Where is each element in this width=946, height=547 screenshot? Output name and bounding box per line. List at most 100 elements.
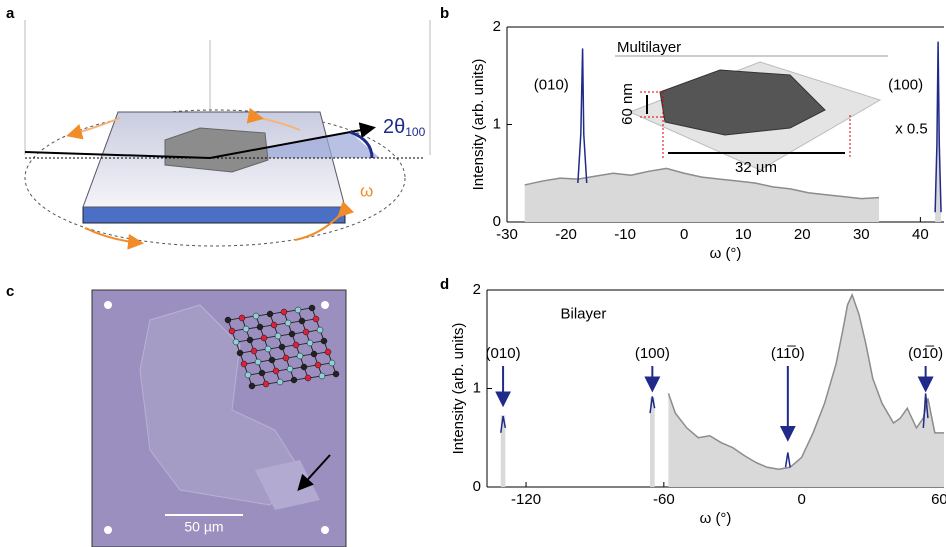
- lattice-atom: [250, 347, 258, 355]
- lattice-atom: [282, 354, 290, 362]
- area: [668, 294, 944, 487]
- annotation: (01̅0): [908, 345, 943, 362]
- x-tick-label: 20: [794, 226, 811, 243]
- annotation: (010): [486, 345, 521, 362]
- panel-label: a: [6, 5, 15, 22]
- x-tick-label: 0: [680, 226, 688, 243]
- lattice-atom: [308, 304, 316, 312]
- lattice-atom: [274, 332, 282, 340]
- lattice-atom: [328, 359, 336, 367]
- x-tick-label: -20: [555, 226, 577, 243]
- angle-subscript: 100: [405, 125, 425, 139]
- x-axis-label: ω (°): [710, 245, 742, 262]
- lattice-atom: [292, 341, 300, 349]
- line: [934, 41, 942, 213]
- rotation-label: ω: [360, 181, 373, 200]
- x-tick-label: 60: [931, 491, 946, 508]
- line: [577, 48, 588, 184]
- lattice-atom: [320, 337, 328, 345]
- lattice-atom: [270, 321, 278, 329]
- lattice-atom: [246, 336, 254, 344]
- afm-inset: [615, 55, 888, 171]
- annotation: (11̅0): [771, 345, 805, 362]
- line: [500, 415, 507, 433]
- lattice-atom: [236, 349, 244, 357]
- lattice-atom: [264, 345, 272, 353]
- lattice-atom: [300, 363, 308, 371]
- lattice-atom: [298, 317, 306, 325]
- scale-bar-label: 50 µm: [184, 519, 223, 535]
- lattice-atom: [252, 312, 260, 320]
- line: [922, 393, 929, 428]
- x-tick-label: 30: [853, 226, 870, 243]
- lattice-atom: [312, 315, 320, 323]
- lattice-atom: [304, 374, 312, 382]
- micrograph: [91, 289, 347, 547]
- x-tick-label: -30: [496, 226, 518, 243]
- lattice-atom: [248, 382, 256, 390]
- lattice-atom: [228, 327, 236, 335]
- lattice-atom: [238, 314, 246, 322]
- lattice-atom: [254, 358, 262, 366]
- inset-height: 60 nm: [619, 83, 636, 125]
- angle-symbol: 2θ: [383, 116, 405, 138]
- area: [524, 168, 880, 222]
- lattice-atom: [260, 334, 268, 342]
- lattice-atom: [266, 310, 274, 318]
- lattice-atom: [232, 338, 240, 346]
- x-tick-label: 0: [797, 491, 805, 508]
- lattice-atom: [242, 325, 250, 333]
- y-tick-label: 0: [493, 213, 501, 230]
- lattice-atom: [324, 348, 332, 356]
- inset-title: Multilayer: [617, 39, 681, 56]
- lattice-atom: [268, 356, 276, 364]
- lattice-atom: [284, 319, 292, 327]
- lattice-atom: [318, 372, 326, 380]
- y-tick-label: 2: [493, 18, 501, 35]
- lattice-atom: [278, 343, 286, 351]
- lattice-atom: [314, 361, 322, 369]
- x-tick-label: 40: [912, 226, 929, 243]
- line: [649, 396, 656, 414]
- x-tick-label: -120: [511, 491, 541, 508]
- lattice-atom: [290, 376, 298, 384]
- lattice-atom: [256, 323, 264, 331]
- annotation: (100): [635, 345, 670, 362]
- y-tick-label: 1: [473, 379, 481, 396]
- annotation: Bilayer: [561, 306, 607, 323]
- y-tick-label: 0: [473, 478, 481, 495]
- lattice-atom: [262, 380, 270, 388]
- lattice-atom: [272, 367, 280, 375]
- y-axis-label: Intensity (arb. units): [470, 59, 487, 191]
- inset-width: 32 µm: [735, 159, 777, 176]
- lattice-atom: [258, 369, 266, 377]
- annotation: (100): [888, 76, 923, 93]
- y-axis-label: Intensity (arb. units): [450, 323, 467, 455]
- angle-label: 2θ100: [383, 116, 426, 139]
- line: [667, 292, 944, 471]
- lattice-atom: [288, 330, 296, 338]
- lattice-atom: [332, 370, 340, 378]
- panel-label: d: [440, 276, 449, 293]
- lattice-atom: [244, 371, 252, 379]
- line: [784, 452, 791, 468]
- lattice-atom: [302, 328, 310, 336]
- annotation: (010): [534, 76, 569, 93]
- annotation: x 0.5: [895, 120, 928, 137]
- line: [524, 167, 880, 200]
- area: [650, 398, 655, 487]
- panel-label: b: [440, 5, 449, 22]
- diffraction-schematic: [24, 20, 431, 250]
- lattice-atom: [296, 352, 304, 360]
- area: [500, 416, 506, 487]
- x-tick-label: -60: [653, 491, 675, 508]
- y-tick-label: 1: [493, 115, 501, 132]
- lattice-atom: [306, 339, 314, 347]
- lattice-atom: [294, 306, 302, 314]
- lattice-atom: [280, 308, 288, 316]
- lattice-atom: [286, 365, 294, 373]
- lattice-atom: [310, 350, 318, 358]
- y-tick-label: 2: [473, 281, 481, 298]
- lattice-atom: [316, 326, 324, 334]
